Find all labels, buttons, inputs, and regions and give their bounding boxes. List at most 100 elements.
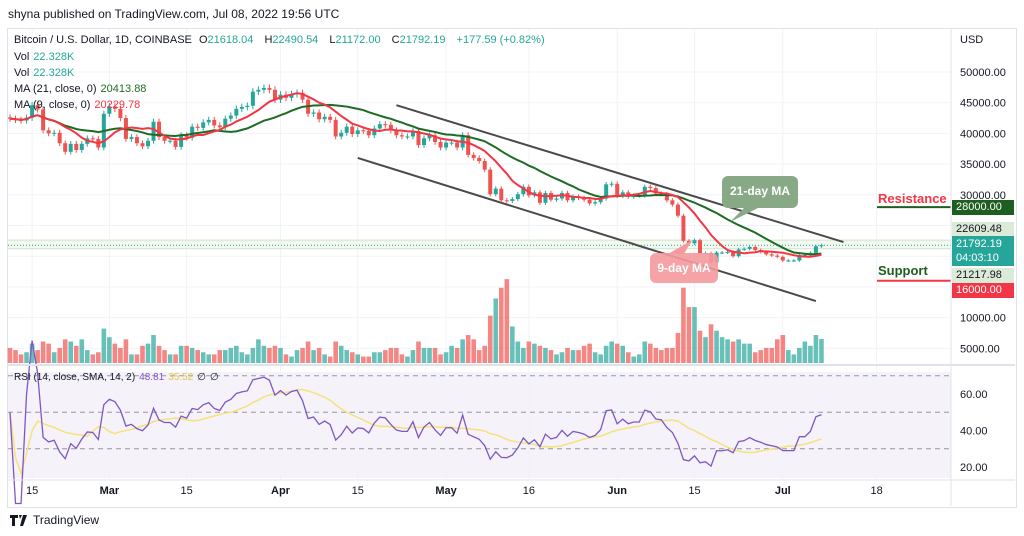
volume-bar xyxy=(581,345,587,363)
candle-body xyxy=(317,112,322,120)
candle-body xyxy=(68,143,73,152)
volume-bar xyxy=(184,345,189,363)
candle-body xyxy=(146,140,150,147)
volume-bar xyxy=(598,354,603,363)
volume-bar xyxy=(653,347,659,363)
volume-bar xyxy=(543,347,548,363)
publish-info: shyna published on TradingView.com, Jul … xyxy=(8,7,340,21)
volume-bar xyxy=(427,347,432,363)
volume-bar xyxy=(460,339,465,363)
support-label: Support xyxy=(878,263,928,278)
candle-body xyxy=(52,132,57,134)
candle-body xyxy=(228,115,233,119)
x-tick-label: May xyxy=(435,485,457,497)
candle-body xyxy=(664,194,669,201)
volume-bar xyxy=(614,343,620,363)
volume-bar xyxy=(35,350,40,363)
candle-body xyxy=(162,137,167,141)
volume-bar xyxy=(129,354,134,363)
volume-bar xyxy=(24,352,29,363)
candle-body xyxy=(433,135,438,142)
volume-bar xyxy=(289,356,294,363)
volume-bar xyxy=(79,339,85,363)
candle-body xyxy=(41,109,46,131)
volume-bar xyxy=(355,354,361,363)
x-tick-label: Mar xyxy=(100,485,120,497)
currency-label: USD xyxy=(960,34,984,46)
tradingview-logo[interactable]: TradingView xyxy=(10,513,99,527)
candle-body xyxy=(394,130,399,136)
volume-bar xyxy=(537,345,543,363)
candle-body xyxy=(620,192,625,197)
rsi-background xyxy=(8,372,951,478)
candle-body xyxy=(377,124,382,129)
volume-bar xyxy=(73,345,79,363)
candle-body xyxy=(493,188,498,195)
volume-bar xyxy=(383,350,388,363)
candle-body xyxy=(339,132,344,137)
volume-bar xyxy=(96,352,101,363)
volume-bar xyxy=(432,347,438,363)
volume-bar xyxy=(498,287,504,363)
x-tick-label: 15 xyxy=(181,485,193,497)
volume-bar xyxy=(515,341,521,363)
candle-body xyxy=(753,246,758,251)
volume-bar xyxy=(576,350,581,363)
volume-bar xyxy=(565,347,570,363)
volume-bar xyxy=(90,354,96,363)
volume-bar xyxy=(421,347,427,363)
candle-body xyxy=(112,106,117,109)
candle-body xyxy=(272,89,277,100)
candle-body xyxy=(466,135,471,155)
rsi-tick-label: 40.00 xyxy=(960,426,988,438)
candle-body xyxy=(134,137,139,144)
candle-body xyxy=(168,140,173,142)
candle-body xyxy=(427,135,432,139)
volume-bar xyxy=(68,341,74,363)
candle-body xyxy=(140,143,145,147)
volume-bar xyxy=(234,345,239,363)
candle-body xyxy=(184,135,189,138)
volume-bar xyxy=(648,343,653,363)
symbol-name[interactable]: Bitcoin / U.S. Dollar, 1D, COINBASE xyxy=(14,34,192,46)
candle-body xyxy=(813,246,818,253)
x-tick-label: 15 xyxy=(688,485,700,497)
volume-bar xyxy=(686,307,692,363)
candle-body xyxy=(720,252,725,254)
volume-bar xyxy=(675,332,681,363)
x-tick-label: Jul xyxy=(775,485,791,497)
volume-bar xyxy=(360,356,366,363)
x-tick-label: 15 xyxy=(26,485,38,497)
volume-bar xyxy=(162,350,167,363)
ma9-callout: 9-day MA xyxy=(650,253,718,283)
legend-ma9: MA (9, close, 0) 20229.78 xyxy=(14,99,141,111)
volume-bar xyxy=(405,356,410,363)
x-tick-label: Jun xyxy=(607,485,627,497)
rsi-sma-line xyxy=(9,388,822,476)
candle-body xyxy=(366,130,371,136)
candle-body xyxy=(438,141,443,148)
candle-body xyxy=(30,105,35,118)
candle-body xyxy=(609,183,614,185)
candle-body xyxy=(250,91,255,106)
candle-body xyxy=(350,126,355,135)
volume-bar xyxy=(603,345,609,363)
close-value: 21792.19 xyxy=(399,34,446,46)
volume-bar xyxy=(769,347,775,363)
candle-body xyxy=(791,260,796,262)
volume-bar xyxy=(29,343,35,363)
volume-bar xyxy=(636,354,642,363)
candle-body xyxy=(300,92,305,100)
open-value: 21618.04 xyxy=(207,34,254,46)
candle-body xyxy=(289,94,294,98)
volume-bar xyxy=(725,339,730,363)
trendlines xyxy=(357,104,844,302)
candle-body xyxy=(129,137,134,139)
candle-body xyxy=(537,192,542,203)
volume-bar xyxy=(13,350,18,363)
volume-bar xyxy=(476,350,482,363)
legend-ma21: MA (21, close, 0) 20413.88 xyxy=(14,83,147,95)
price-tick-label: 30000.00 xyxy=(960,190,1006,202)
volume-bar xyxy=(239,352,245,363)
